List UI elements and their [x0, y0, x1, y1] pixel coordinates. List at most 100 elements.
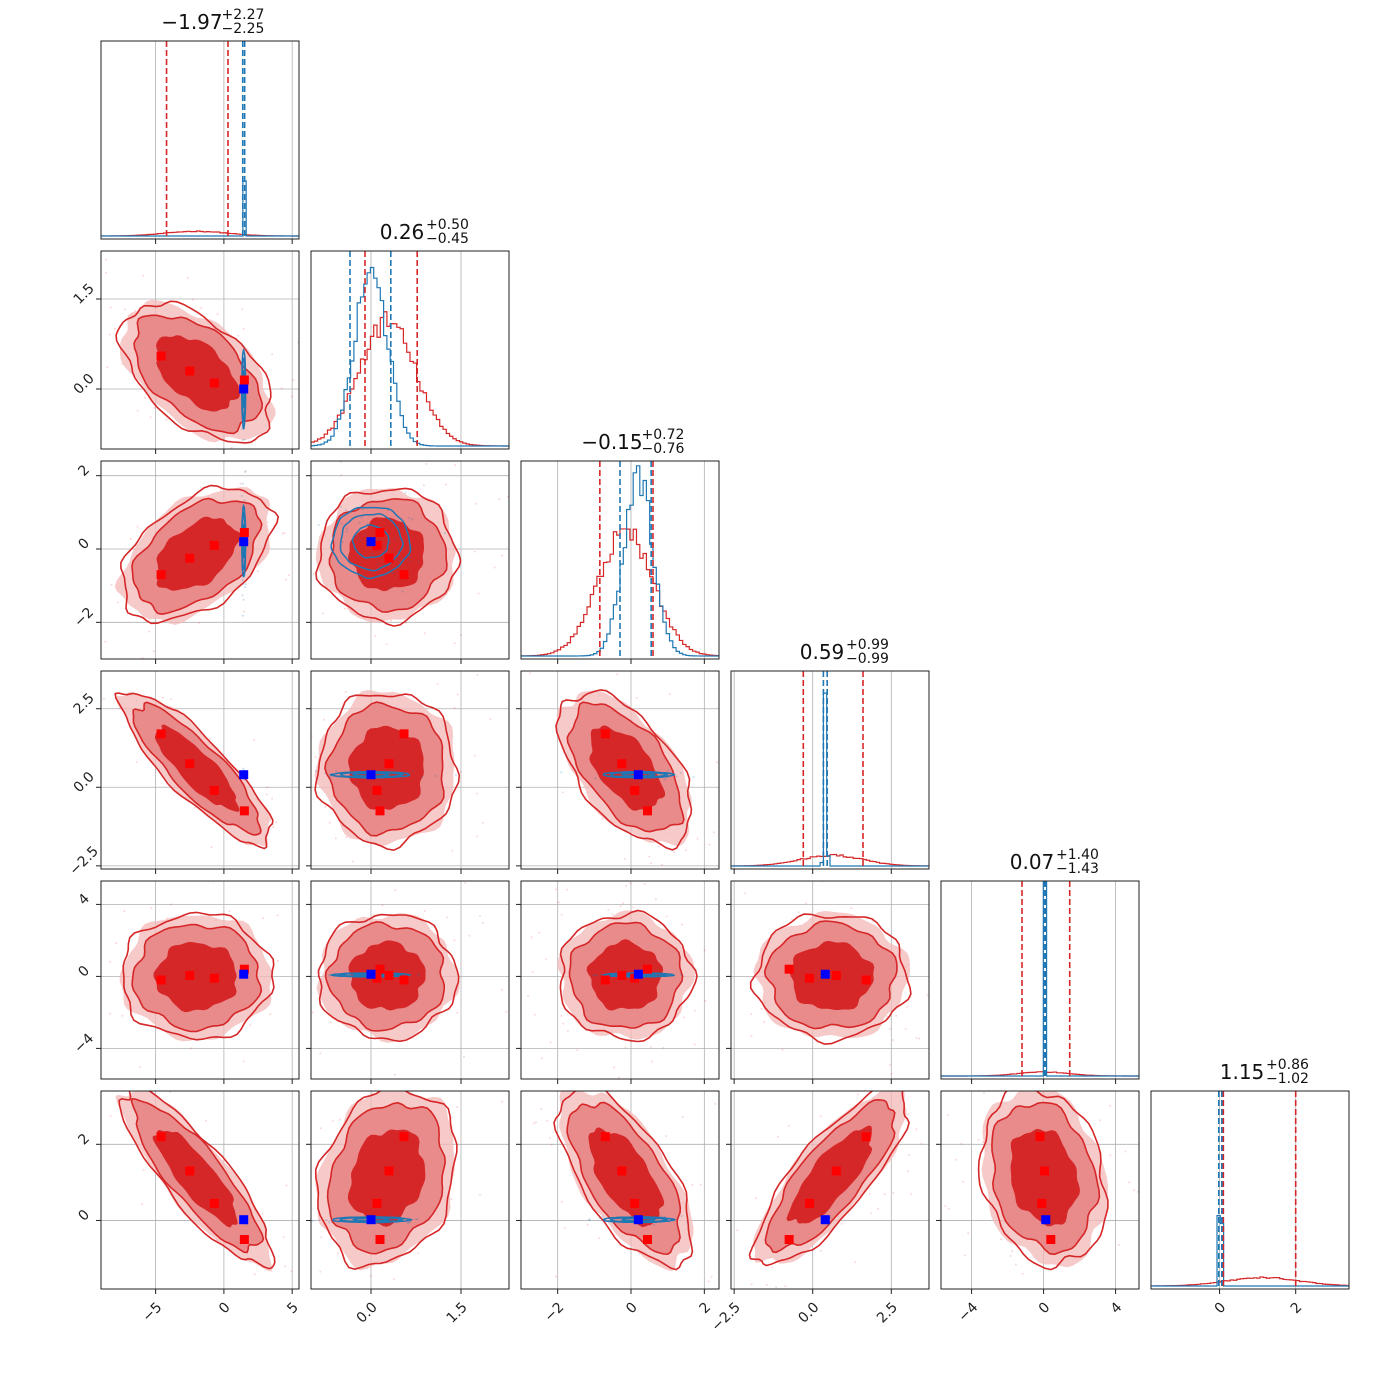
panel-4-0	[96, 880, 300, 1084]
prior-sample	[885, 1015, 888, 1018]
prior-sample	[109, 1012, 112, 1015]
prior-sample	[97, 1077, 99, 1079]
prior-sample	[4, 565, 6, 567]
prior-sample	[560, 1014, 563, 1017]
prior-sample	[361, 410, 363, 412]
posterior-sample	[243, 438, 246, 441]
posterior-sample	[386, 509, 389, 512]
prior-sample	[871, 920, 874, 923]
posterior-sample	[346, 527, 349, 530]
prior-sample	[433, 1059, 435, 1061]
prior-sample	[474, 1354, 476, 1356]
prior-sample	[572, 777, 574, 779]
panel-frame	[100, 40, 300, 240]
prior-sample	[518, 672, 520, 674]
prior-sample	[265, 793, 268, 796]
prior-sample	[430, 629, 432, 631]
prior-sample	[820, 1249, 822, 1252]
prior-sample	[142, 1168, 145, 1171]
prior-sample	[476, 835, 479, 838]
prior-sample	[144, 396, 147, 399]
x-tick-label-3-2: 2.5	[874, 1299, 901, 1326]
prior-sample	[320, 1236, 323, 1239]
prior-sample	[105, 271, 108, 274]
panel-5-2	[516, 1041, 720, 1294]
prior-sample	[560, 913, 563, 916]
prior-sample	[1133, 1189, 1136, 1192]
sample-marker-0	[156, 351, 166, 361]
prior-sample	[776, 1135, 779, 1138]
prior-sample	[292, 379, 295, 381]
prior-sample	[319, 1052, 322, 1055]
posterior-contour-2	[602, 770, 676, 779]
prior-sample	[393, 1073, 396, 1076]
posterior-histogram-0	[101, 180, 299, 237]
prior-sample	[307, 1026, 309, 1028]
sample-marker-1	[384, 553, 394, 563]
sample-marker-1	[831, 971, 841, 980]
prior-sample	[321, 895, 323, 897]
prior-sample	[463, 1055, 465, 1058]
panel-content	[311, 461, 509, 659]
sample-marker-2	[805, 1198, 815, 1208]
posterior-contour-0	[621, 1217, 656, 1222]
posterior-sample	[389, 540, 392, 543]
prior-sample	[270, 875, 272, 877]
prior-sample	[791, 918, 793, 921]
x-tick-label-0-0: −5	[139, 1299, 165, 1325]
prior-sample	[580, 1042, 582, 1044]
prior-sample	[259, 913, 261, 915]
prior-sample	[108, 333, 111, 336]
prior-sample	[141, 1203, 143, 1206]
prior-sample	[936, 943, 938, 945]
sample-marker-0	[600, 729, 610, 739]
prior-sample	[714, 1102, 717, 1105]
prior-sample	[819, 1115, 822, 1118]
posterior-sample	[417, 560, 420, 563]
prior-sample	[1109, 1154, 1112, 1157]
prior-sample	[135, 761, 138, 764]
prior-sample	[546, 1119, 549, 1122]
panel-frame	[520, 1090, 720, 1290]
panel-2-0	[96, 410, 363, 665]
prior-sample	[891, 1039, 894, 1042]
prior-contour-outer	[314, 693, 461, 852]
truth-marker	[633, 969, 643, 979]
prior-sample	[335, 463, 337, 465]
posterior-sample	[241, 767, 244, 770]
prior-sample	[995, 949, 997, 951]
truth-marker	[820, 1215, 830, 1225]
panel-content	[731, 881, 997, 1079]
prior-sample	[243, 610, 246, 613]
panel-frame	[730, 1090, 930, 1290]
prior-sample	[175, 1086, 177, 1088]
posterior-sample	[315, 770, 318, 773]
y-tick-label-2-1: 0	[75, 535, 93, 553]
prior-sample	[693, 1043, 696, 1046]
posterior-sample	[416, 1218, 419, 1221]
posterior-contour-0	[620, 772, 656, 777]
prior-sample	[338, 1118, 341, 1121]
sample-marker-3	[643, 1235, 652, 1244]
posterior-sample	[240, 575, 243, 578]
prior-sample	[910, 1193, 913, 1196]
x-tick-label-0-2: 5	[284, 1299, 302, 1317]
prior-sample	[605, 1076, 607, 1078]
prior-sample	[531, 971, 534, 974]
prior-sample	[576, 1049, 579, 1052]
prior-sample	[527, 995, 530, 998]
posterior-sample	[244, 471, 247, 473]
prior-sample	[662, 1046, 665, 1049]
prior-sample	[562, 1022, 565, 1025]
prior-sample	[421, 1063, 423, 1065]
prior-sample	[573, 1041, 575, 1043]
posterior-sample	[409, 556, 412, 559]
prior-sample	[601, 817, 604, 820]
prior-sample	[682, 887, 684, 889]
prior-sample	[85, 670, 87, 672]
prior-sample	[111, 663, 113, 665]
prior-sample	[169, 903, 172, 906]
prior-sample	[253, 739, 255, 742]
prior-sample	[287, 574, 290, 577]
posterior-sample	[685, 1221, 688, 1224]
